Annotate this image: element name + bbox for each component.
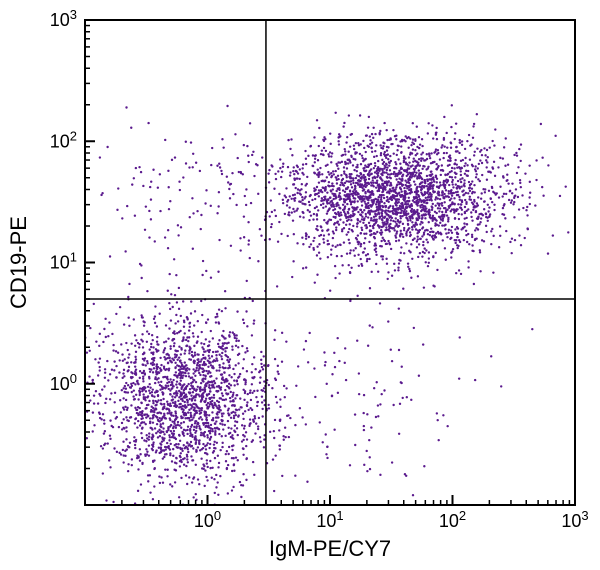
y-axis-label: CD19-PE <box>6 216 31 309</box>
flow-cytometry-scatter: 100101102103100101102103IgM-PE/CY7CD19-P… <box>0 0 600 570</box>
x-axis-label: IgM-PE/CY7 <box>269 536 391 561</box>
scatter-plot-svg: 100101102103100101102103IgM-PE/CY7CD19-P… <box>0 0 600 570</box>
